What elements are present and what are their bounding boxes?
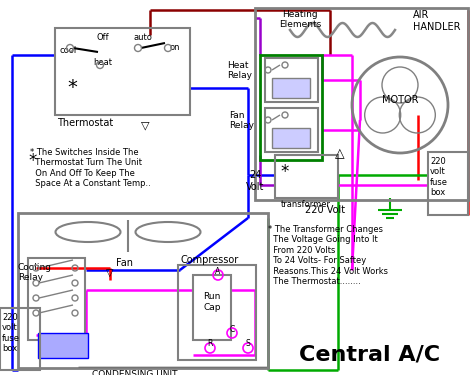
- Bar: [38, 333, 88, 358]
- Text: 24
Volt: 24 Volt: [246, 170, 264, 192]
- Bar: [178, 265, 256, 360]
- Text: 220 Volt: 220 Volt: [305, 205, 345, 215]
- Bar: [428, 152, 468, 215]
- Bar: [255, 8, 468, 200]
- Text: Cooling
Relay: Cooling Relay: [18, 263, 52, 282]
- Bar: [260, 55, 322, 160]
- Bar: [18, 213, 268, 368]
- Text: A: A: [215, 267, 220, 276]
- Text: * The Switches Inside The
  Thermostat Turn The Unit
  On And Off To Keep The
  : * The Switches Inside The Thermostat Tur…: [30, 148, 151, 188]
- Text: Run
Cap: Run Cap: [203, 292, 221, 312]
- Text: *: *: [28, 152, 36, 170]
- Text: 220
volt
fuse
box: 220 volt fuse box: [2, 313, 20, 353]
- Bar: [275, 155, 338, 198]
- Text: Compressor: Compressor: [181, 255, 239, 265]
- Text: *: *: [280, 163, 288, 181]
- Text: MOTOR: MOTOR: [382, 95, 418, 105]
- Text: C: C: [229, 324, 235, 333]
- Text: cool: cool: [59, 46, 77, 55]
- Text: Fan: Fan: [117, 258, 134, 268]
- Bar: [272, 128, 310, 148]
- Text: *: *: [67, 78, 77, 98]
- Text: heat: heat: [93, 58, 112, 67]
- Text: R: R: [207, 339, 213, 348]
- Bar: [55, 28, 190, 115]
- Bar: [265, 58, 318, 102]
- Text: Heating
Elements: Heating Elements: [279, 10, 321, 29]
- Text: * The Transformer Changes
  The Voltage Going Into It
  From 220 Volts
  To 24 V: * The Transformer Changes The Voltage Go…: [268, 225, 388, 286]
- Text: ▽: ▽: [141, 120, 149, 130]
- Text: Fan
Relay: Fan Relay: [229, 111, 254, 130]
- Text: AIR
HANDLER: AIR HANDLER: [413, 10, 461, 32]
- Bar: [272, 78, 310, 98]
- Text: Central A/C: Central A/C: [300, 345, 440, 365]
- Text: on: on: [170, 43, 180, 52]
- Bar: [0, 308, 40, 370]
- Text: 220
volt
fuse
box: 220 volt fuse box: [430, 157, 448, 197]
- Bar: [28, 258, 85, 340]
- Text: Off: Off: [97, 33, 109, 42]
- Text: Heat
Relay: Heat Relay: [227, 61, 252, 80]
- Text: auto: auto: [134, 33, 153, 42]
- Bar: [265, 108, 318, 152]
- Text: transformer: transformer: [281, 200, 331, 209]
- Text: ▽: ▽: [106, 268, 114, 278]
- Text: CONDENSING UNIT: CONDENSING UNIT: [92, 370, 178, 375]
- Bar: [193, 275, 231, 340]
- Text: S: S: [246, 339, 250, 348]
- Text: Thermostat: Thermostat: [57, 118, 113, 128]
- Text: △: △: [335, 147, 345, 160]
